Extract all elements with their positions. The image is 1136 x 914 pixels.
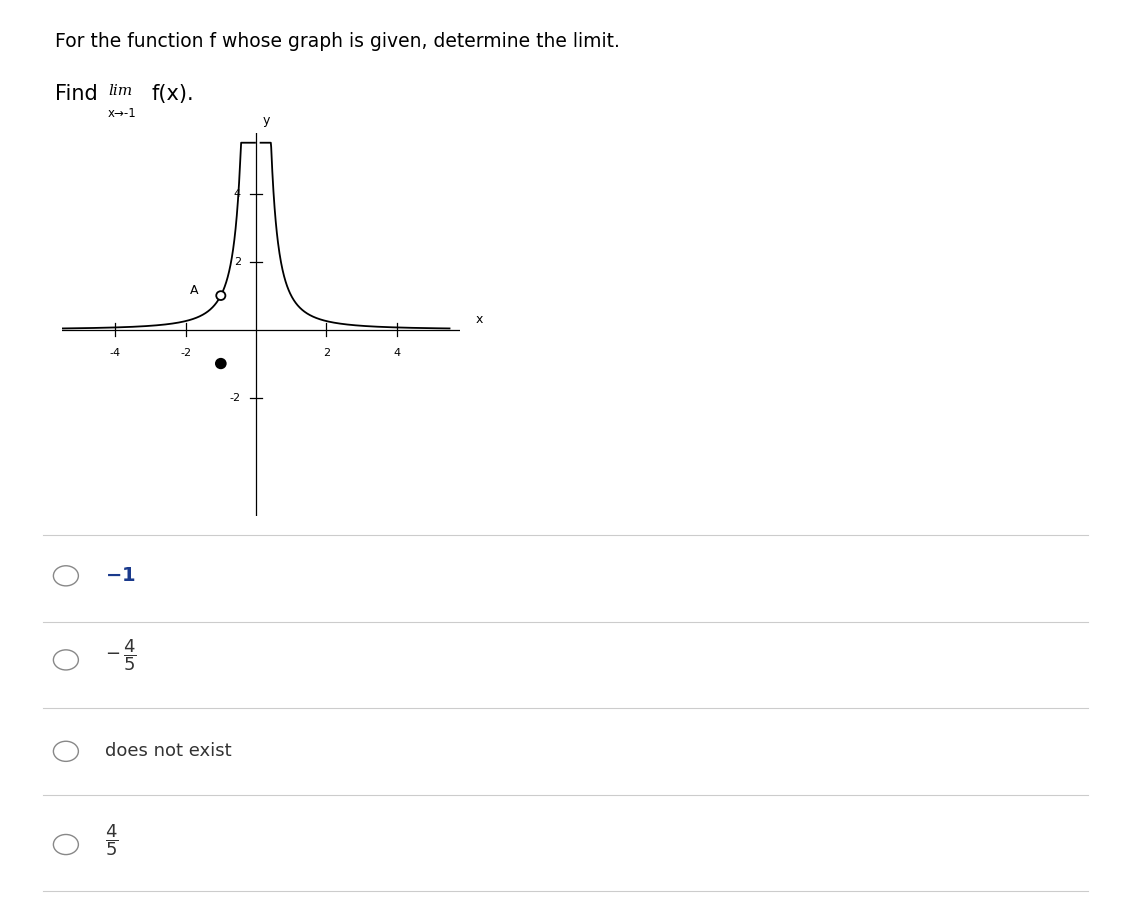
Text: lim: lim: [108, 84, 132, 98]
Text: $\dfrac{4}{5}$: $\dfrac{4}{5}$: [105, 823, 118, 857]
Text: For the function f whose graph is given, determine the limit.: For the function f whose graph is given,…: [55, 32, 619, 51]
Text: -2: -2: [229, 392, 241, 402]
Text: y: y: [264, 114, 270, 127]
Circle shape: [216, 292, 225, 300]
Text: 4: 4: [234, 188, 241, 198]
Text: $\mathbf{-1}$: $\mathbf{-1}$: [105, 567, 135, 585]
Text: Find: Find: [55, 84, 98, 104]
Text: x→-1: x→-1: [108, 107, 136, 120]
Text: f(x).: f(x).: [151, 84, 194, 104]
Text: $-\,\dfrac{4}{5}$: $-\,\dfrac{4}{5}$: [105, 638, 136, 673]
Text: 2: 2: [323, 347, 329, 357]
Text: A: A: [190, 284, 199, 297]
Text: -2: -2: [181, 347, 191, 357]
Text: 2: 2: [234, 257, 241, 267]
Text: does not exist: does not exist: [105, 742, 231, 760]
Text: x: x: [476, 314, 483, 326]
Text: 4: 4: [393, 347, 400, 357]
Circle shape: [216, 359, 226, 368]
Text: -4: -4: [110, 347, 120, 357]
